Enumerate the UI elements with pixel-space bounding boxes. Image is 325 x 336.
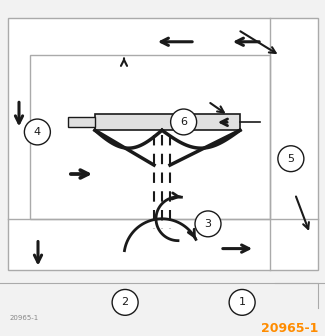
Bar — [0, 283, 325, 334]
Bar — [95, 114, 240, 130]
Text: 20965-1: 20965-1 — [261, 322, 318, 335]
Text: 20965-1: 20965-1 — [10, 315, 39, 321]
Text: 4: 4 — [34, 127, 41, 137]
Text: 3: 3 — [204, 219, 212, 229]
Circle shape — [171, 109, 197, 135]
Text: 2: 2 — [122, 297, 129, 307]
Bar — [68, 117, 95, 127]
Circle shape — [112, 289, 138, 315]
Bar — [8, 18, 318, 270]
Text: 1: 1 — [239, 297, 246, 307]
Circle shape — [278, 146, 304, 172]
Text: 6: 6 — [180, 117, 187, 127]
Bar — [30, 55, 270, 219]
Text: 5: 5 — [287, 154, 294, 164]
Circle shape — [24, 119, 50, 145]
Circle shape — [195, 211, 221, 237]
Circle shape — [229, 289, 255, 315]
